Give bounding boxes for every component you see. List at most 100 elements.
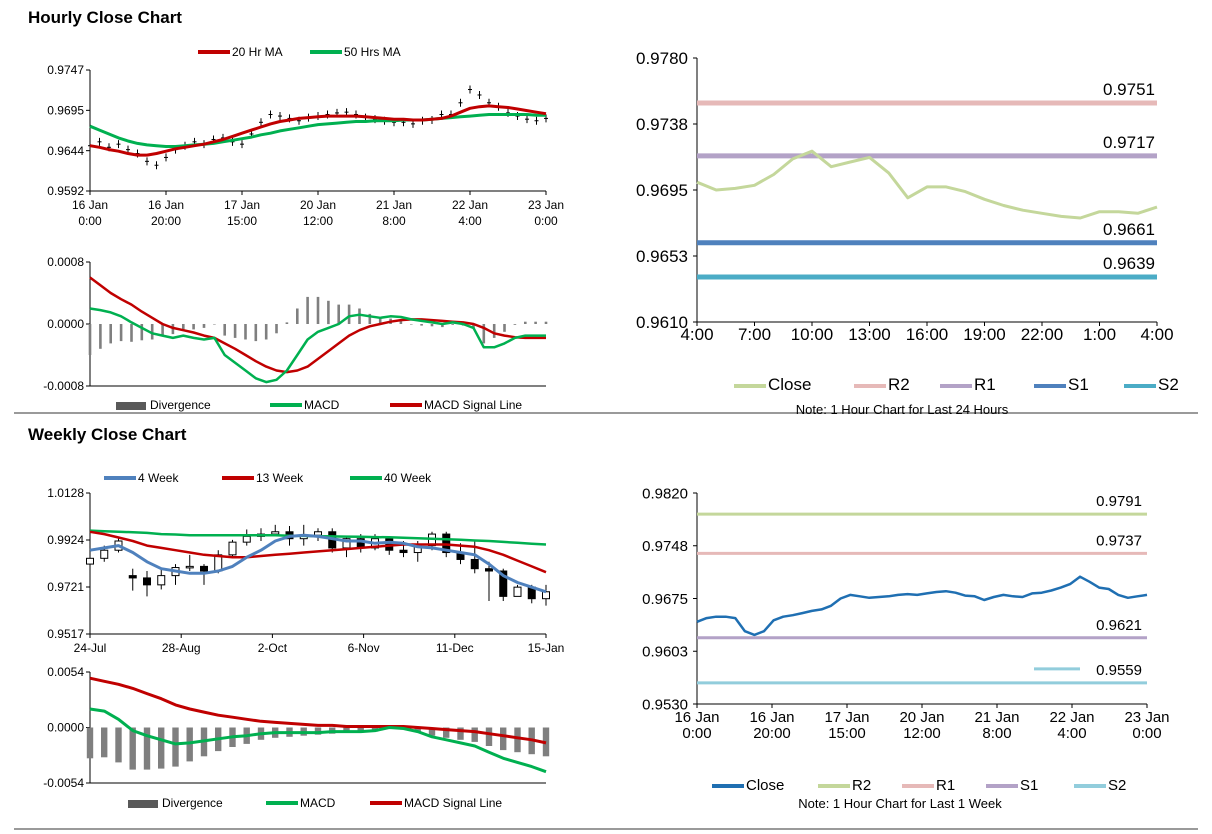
hourly-signal-line: [89, 276, 546, 374]
hourly-div-bar: [130, 324, 133, 342]
hourly-div-bar: [534, 321, 537, 324]
weekly-levels-xtick-label: 20:00: [753, 725, 791, 742]
weekly-level-s1-label: 0.9621: [1096, 617, 1142, 634]
hourly-div-bar: [275, 324, 278, 334]
hourly-div-bar: [109, 324, 112, 344]
weekly-div-bar: [500, 727, 507, 751]
hourly-price-xtick-label: 8:00: [382, 214, 406, 228]
hourly-levels-xtick-label: 22:00: [1021, 325, 1064, 344]
hourly-div-bar: [327, 300, 330, 325]
hourly-div-bar: [244, 324, 247, 340]
hourly-price-xtick-label: 4:00: [458, 214, 482, 228]
weekly-levels-xtick-label: 16 Jan: [674, 709, 719, 726]
hourly-close-line: [696, 149, 1158, 220]
weekly-w13-line: [89, 530, 547, 574]
hourly-levels-note: Note: 1 Hour Chart for Last 24 Hours: [796, 402, 1009, 417]
hourly-div-bar: [223, 324, 226, 336]
weekly-levels-xtick-label: 17 Jan: [824, 709, 869, 726]
hourly-levels-legend-label: S2: [1158, 375, 1179, 394]
weekly-level-s2-label: 0.9559: [1096, 662, 1142, 679]
hourly-div-bar: [399, 320, 403, 324]
weekly-levels-xtick-label: 16 Jan: [749, 709, 794, 726]
hourly-div-bar: [119, 324, 123, 342]
weekly-div-bar: [158, 727, 165, 769]
weekly-div-bar: [143, 727, 151, 770]
hourly-levels-ytick-label: 0.9695: [636, 181, 688, 200]
weekly-candle-body: [499, 570, 508, 597]
hourly-price-xtick-label: 22 Jan: [452, 198, 488, 212]
hourly-price-xtick-label: 20:00: [151, 214, 181, 228]
weekly-levels-xtick-label: 0:00: [682, 725, 711, 742]
hourly-div-bar: [430, 324, 434, 327]
weekly-levels-legend-label: Close: [746, 777, 784, 794]
weekly-levels-ytick-label: 0.9530: [642, 696, 688, 713]
hourly-div-bar: [441, 324, 444, 328]
weekly-levels-xtick-label: 12:00: [903, 725, 941, 742]
hourly-levels-xtick-label: 1:00: [1083, 325, 1116, 344]
weekly-macd-ytick-label: -0.0054: [43, 776, 84, 790]
hourly-div-bar: [503, 324, 506, 332]
weekly-price-ytick-label: 0.9924: [47, 533, 84, 547]
weekly-candle-body: [271, 531, 280, 535]
hourly-macd-ytick-label: 0.0008: [47, 255, 84, 269]
hourly-div-bar: [358, 308, 361, 324]
hourly-div-bar: [378, 317, 382, 324]
weekly-levels-legend-label: R2: [852, 777, 871, 794]
hourly-price-xtick-label: 0:00: [534, 214, 558, 228]
weekly-candle-body: [399, 549, 408, 554]
hourly-div-bar: [524, 321, 527, 324]
weekly-price-legend-label: 4 Week: [138, 471, 179, 485]
weekly-macd-ytick-label: 0.0054: [47, 665, 84, 679]
hourly-price-legend-label: 20 Hr MA: [232, 45, 283, 59]
hourly-div-bar: [410, 324, 413, 325]
weekly-price-xtick-label: 11-Dec: [436, 641, 474, 655]
hourly-div-bar: [544, 321, 548, 324]
weekly-levels-ytick-label: 0.9603: [642, 644, 688, 661]
weekly-div-bar: [172, 727, 179, 767]
hourly-div-bar: [472, 324, 475, 328]
weekly-price-xtick-label: 28-Aug: [162, 641, 201, 655]
hourly-price-xtick-label: 12:00: [303, 214, 333, 228]
hourly-level-s1-label: 0.9661: [1103, 220, 1155, 239]
weekly-div-bar: [86, 727, 94, 759]
weekly-candle-body: [542, 591, 550, 600]
weekly-candle-body: [185, 565, 194, 569]
weekly-level-r1-label: 0.9737: [1096, 532, 1142, 549]
weekly-signal-line: [89, 676, 547, 745]
weekly-candle-body: [485, 568, 493, 572]
weekly-macd-legend-label: MACD Signal Line: [404, 796, 502, 810]
weekly-levels-xtick-label: 4:00: [1057, 725, 1086, 742]
hourly-div-bar: [192, 324, 195, 330]
weekly-price-legend-label: 13 Week: [256, 471, 304, 485]
hourly-div-bar: [161, 324, 164, 336]
hourly-div-bar: [213, 324, 216, 325]
hourly-levels-legend-label: R2: [888, 375, 910, 394]
hourly-price-xtick-label: 23 Jan: [528, 198, 564, 212]
hourly-price-xtick-label: 16 Jan: [148, 198, 184, 212]
weekly-candle-body: [86, 557, 94, 565]
weekly-candle-body: [100, 549, 109, 559]
hourly-div-bar: [296, 308, 299, 324]
weekly-candle-body: [470, 558, 479, 570]
weekly-macd-legend-swatch: [128, 800, 158, 808]
bottom-divider: [14, 828, 1198, 830]
hourly-levels-xtick-label: 19:00: [963, 325, 1006, 344]
weekly-div-bar: [343, 727, 350, 733]
hourly-levels-xtick-label: 13:00: [848, 325, 891, 344]
weekly-levels-xtick-label: 8:00: [982, 725, 1011, 742]
hourly-macd-ytick-label: -0.0008: [43, 379, 84, 393]
hourly-ma50-line: [89, 113, 546, 148]
hourly-div-bar: [264, 324, 268, 340]
weekly-div-bar: [428, 727, 436, 736]
hourly-price-xtick-label: 21 Jan: [376, 198, 412, 212]
hourly-price-bars: [88, 85, 548, 170]
hourly-level-s2-label: 0.9639: [1103, 254, 1155, 273]
weekly-candle-body: [143, 577, 151, 586]
weekly-div-bar: [101, 727, 108, 758]
hourly-levels-legend-label: Close: [768, 375, 811, 394]
weekly-level-r2-label: 0.9791: [1096, 493, 1142, 510]
hourly-div-bar: [368, 313, 372, 324]
weekly-macd-legend-label: Divergence: [162, 796, 223, 810]
hourly-ma20-line: [89, 104, 547, 157]
hourly-div-bar: [150, 324, 154, 340]
